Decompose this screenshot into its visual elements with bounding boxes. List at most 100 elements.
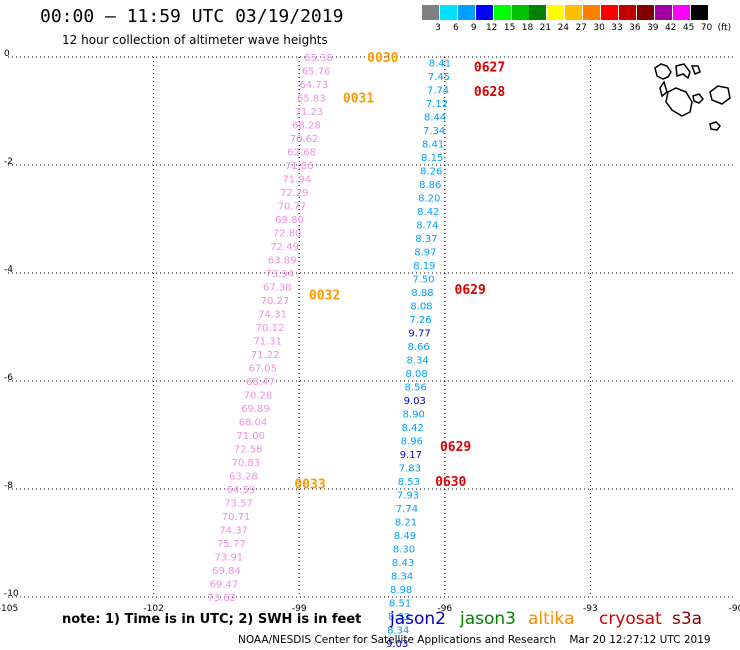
legend-altika: altika <box>528 609 575 629</box>
colorbar-label: 27 <box>575 23 587 33</box>
pass-time-label: 0032 <box>309 289 340 304</box>
colorbar-label: 9 <box>470 23 477 33</box>
s3a-value: 8.41 <box>422 139 444 150</box>
x-tick-label: -90 <box>729 604 740 614</box>
colorbar-swatch <box>583 5 601 20</box>
s3a-value: 8.44 <box>424 112 446 123</box>
colorbar-swatch <box>618 5 636 20</box>
units-note: note: 1) Time is in UTC; 2) SWH is in fe… <box>62 612 362 627</box>
legend-jason3: jason3 <box>460 609 516 629</box>
altika-value: 71.94 <box>282 175 311 186</box>
s3a-value: 8.08 <box>410 301 432 312</box>
s3a-value: 8.43 <box>392 558 414 569</box>
x-tick-label: -102 <box>143 604 163 614</box>
colorbar-unit: (ft) <box>717 23 732 33</box>
altika-value: 68.28 <box>292 121 321 132</box>
colorbar-label: 33 <box>611 23 623 33</box>
y-tick-label: -2 <box>4 157 13 167</box>
altika-value: 70.62 <box>290 134 319 145</box>
island-shape <box>654 63 672 80</box>
colorbar-label: 12 <box>485 23 498 33</box>
altika-value: 72.80 <box>273 229 302 240</box>
altika-value: 73.91 <box>215 553 244 564</box>
s3a-value: 8.42 <box>417 207 439 218</box>
pass-time-label: 0030 <box>367 51 398 66</box>
s3a-value: 8.90 <box>403 409 425 420</box>
x-tick-label: -93 <box>583 604 598 614</box>
s3a-value: 9.17 <box>400 450 422 461</box>
s3a-value: 7.34 <box>423 126 445 137</box>
colorbar-swatch <box>547 5 565 20</box>
altika-value: 70.12 <box>256 323 285 334</box>
x-tick-label: -99 <box>292 604 307 614</box>
altika-value: 70.77 <box>278 202 307 213</box>
s3a-value: 8.96 <box>401 436 423 447</box>
colorbar-label: 15 <box>503 23 516 33</box>
colorbar-label: 24 <box>557 23 570 33</box>
island-shape <box>692 93 705 104</box>
altika-value: 75.77 <box>217 539 246 550</box>
colorbar-label: 45 <box>682 23 695 33</box>
colorbar-swatch <box>422 5 439 20</box>
s3a-value: 8.21 <box>395 517 417 528</box>
s3a-value: 8.20 <box>418 193 440 204</box>
colorbar-swatch <box>565 5 583 20</box>
altika-value: 71.23 <box>295 107 324 118</box>
s3a-value: 8.08 <box>406 369 428 380</box>
altika-value: 72.29 <box>280 188 309 199</box>
x-tick-label: -105 <box>0 604 18 614</box>
pass-time-label: 0031 <box>343 92 374 107</box>
y-tick-label: -8 <box>4 481 13 491</box>
altika-value: 70.71 <box>222 512 251 523</box>
s3a-track: 8.41 7.45 7.74 7.12 8.44 7.34 8.41 8.15 8.26 8.86… <box>386 58 451 650</box>
altika-value: 64.73 <box>299 80 328 91</box>
colorbar-label: 30 <box>593 23 605 33</box>
pass-time-label: 0629 <box>455 283 486 298</box>
s3a-value: 8.33 <box>388 612 410 623</box>
altika-value: 74.37 <box>219 526 248 537</box>
altika-value: 72.49 <box>270 242 299 253</box>
s3a-value: 8.86 <box>419 180 441 191</box>
map-title: 00:00 – 11:59 UTC 03/19/2019 <box>40 6 344 27</box>
map-subtitle: 12 hour collection of altimeter wave hei… <box>62 33 328 47</box>
altika-track: 65.38 65.76 64.73 65.83 71.23 68.28 70.62 62.68… <box>207 53 333 604</box>
s3a-value: 7.74 <box>427 85 449 96</box>
s3a-value: 9.77 <box>408 328 430 339</box>
colorbar-swatch <box>439 5 457 20</box>
colorbar-label: 70 <box>700 23 713 33</box>
s3a-value: 8.53 <box>398 477 420 488</box>
legend-s3a: s3a <box>672 609 703 629</box>
colorbar-swatch <box>690 5 708 20</box>
s3a-value: 7.12 <box>426 99 448 110</box>
altika-value: 71.31 <box>253 337 282 348</box>
altika-value: 69.84 <box>212 566 241 577</box>
altika-value: 69.47 <box>210 580 239 591</box>
map-grid: -105 -102 -99 -96 -93 -90 0 -2 -4 -6 -8 -10 <box>0 49 740 614</box>
colorbar-swatch <box>457 5 475 20</box>
colorbar-swatch <box>493 5 511 20</box>
island-shape <box>709 85 731 105</box>
altika-value: 70.28 <box>244 391 273 402</box>
y-tick-label: -10 <box>4 589 19 599</box>
pass-time-label: 0033 <box>294 478 325 493</box>
s3a-value: 8.74 <box>416 220 438 231</box>
s3a-value: 8.42 <box>402 423 424 434</box>
colorbar-swatch <box>529 5 547 20</box>
colorbar-swatch <box>654 5 672 20</box>
s3a-value: 8.34 <box>391 571 413 582</box>
altika-value: 71.22 <box>251 350 280 361</box>
colorbar-label: 3 <box>435 23 441 33</box>
pass-time-label: 0628 <box>474 85 505 100</box>
island-shape <box>665 87 693 117</box>
y-tick-label: 0 <box>4 49 10 59</box>
s3a-value: 7.83 <box>399 463 421 474</box>
altika-value: 65.76 <box>302 67 331 78</box>
s3a-value: 8.15 <box>421 153 443 164</box>
s3a-value: 8.98 <box>390 585 412 596</box>
s3a-value: 7.50 <box>412 274 434 285</box>
s3a-value: 7.45 <box>428 72 450 83</box>
s3a-value: 8.34 <box>406 355 428 366</box>
altika-value: 65.83 <box>297 94 326 105</box>
altika-value: 70.27 <box>261 296 290 307</box>
